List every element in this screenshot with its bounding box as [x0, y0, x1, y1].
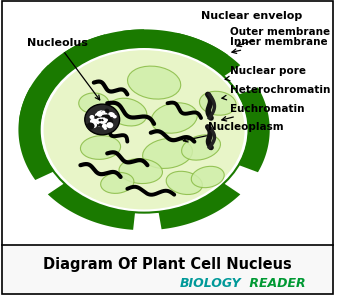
Circle shape	[101, 118, 107, 123]
Polygon shape	[19, 65, 64, 122]
Circle shape	[110, 121, 113, 123]
Text: READER: READER	[245, 277, 305, 290]
Polygon shape	[63, 30, 144, 66]
Circle shape	[90, 118, 97, 125]
Circle shape	[100, 119, 107, 124]
Polygon shape	[159, 183, 240, 229]
Circle shape	[100, 117, 105, 122]
Circle shape	[107, 118, 113, 123]
Circle shape	[101, 119, 104, 121]
Text: Nuclear envelop: Nuclear envelop	[201, 11, 302, 21]
Ellipse shape	[151, 103, 197, 133]
Ellipse shape	[166, 171, 202, 194]
Circle shape	[102, 124, 107, 128]
Circle shape	[113, 115, 117, 118]
Circle shape	[104, 127, 107, 130]
Circle shape	[98, 110, 105, 116]
Circle shape	[108, 112, 114, 117]
Circle shape	[104, 114, 111, 121]
Circle shape	[110, 113, 115, 117]
Circle shape	[106, 117, 111, 122]
Ellipse shape	[199, 91, 236, 115]
Ellipse shape	[108, 98, 147, 126]
Bar	[2, 245, 334, 294]
Circle shape	[86, 122, 95, 130]
Polygon shape	[48, 183, 135, 230]
Circle shape	[103, 121, 110, 128]
Circle shape	[103, 117, 106, 120]
Ellipse shape	[80, 136, 121, 159]
Polygon shape	[41, 34, 112, 82]
Circle shape	[103, 114, 108, 118]
Circle shape	[90, 115, 95, 119]
Polygon shape	[19, 87, 54, 180]
Circle shape	[100, 121, 106, 126]
Circle shape	[98, 119, 101, 122]
Ellipse shape	[182, 135, 220, 160]
Polygon shape	[122, 30, 228, 68]
Text: Diagram Of Plant Cell Nucleus: Diagram Of Plant Cell Nucleus	[43, 257, 292, 272]
Ellipse shape	[119, 159, 162, 183]
Circle shape	[95, 113, 100, 117]
Circle shape	[97, 123, 101, 127]
Circle shape	[85, 104, 120, 135]
Ellipse shape	[101, 172, 134, 194]
Text: Inner membrane: Inner membrane	[230, 37, 327, 53]
Circle shape	[96, 111, 103, 117]
Text: Nuclear pore: Nuclear pore	[225, 66, 306, 81]
Circle shape	[102, 111, 105, 114]
Circle shape	[102, 114, 108, 120]
Circle shape	[94, 122, 99, 127]
Text: Euchromatin: Euchromatin	[222, 104, 304, 121]
Circle shape	[100, 110, 107, 117]
Text: Nucleolus: Nucleolus	[27, 38, 100, 100]
Ellipse shape	[142, 138, 192, 168]
Polygon shape	[238, 87, 270, 172]
Circle shape	[106, 122, 113, 128]
Ellipse shape	[43, 50, 245, 209]
Ellipse shape	[127, 66, 181, 99]
Circle shape	[104, 119, 108, 122]
Circle shape	[89, 125, 93, 129]
Circle shape	[94, 115, 100, 121]
Polygon shape	[171, 33, 240, 76]
Circle shape	[104, 109, 109, 113]
Circle shape	[99, 117, 104, 121]
Text: Heterochromatin: Heterochromatin	[222, 85, 330, 100]
Circle shape	[102, 119, 107, 123]
Circle shape	[95, 118, 103, 124]
Ellipse shape	[79, 93, 109, 114]
Text: Outer membrane: Outer membrane	[230, 27, 330, 47]
Circle shape	[103, 113, 108, 117]
Text: Nucleoplasm: Nucleoplasm	[183, 122, 284, 142]
Circle shape	[98, 123, 102, 126]
Circle shape	[90, 122, 97, 128]
Ellipse shape	[191, 166, 224, 188]
Text: BIOLOGY: BIOLOGY	[180, 277, 241, 290]
